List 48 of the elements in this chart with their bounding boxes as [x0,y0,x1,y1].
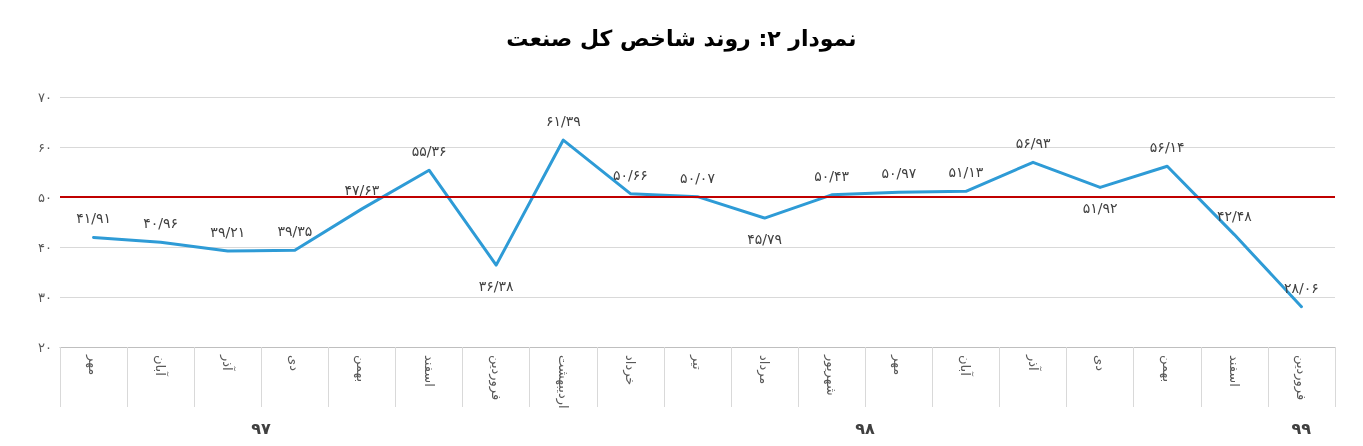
data-label: ۵۵/۳۶ [411,143,447,160]
y-tick-label: ۳۰ [38,289,52,305]
x-tick-label: دی [1092,355,1108,372]
x-tick-label: اسفند [421,355,437,387]
y-tick-label: ۷۰ [38,89,52,105]
x-tick-label: فروردین [487,355,504,401]
x-tick-label: آذر [219,354,237,373]
x-tick-label: مهر [85,354,102,376]
x-tick-label: آبان [958,355,975,378]
x-tick-label: تیر [689,354,705,371]
data-label: ۲۸/۰۶ [1284,279,1319,296]
x-tick-label: مهر [890,354,907,376]
x-tick-label: فروردین [1292,355,1309,401]
y-tick-label: ۶۰ [38,139,52,155]
data-label: ۵۰/۴۳ [814,167,850,184]
data-label: ۴۷/۶۳ [344,181,380,198]
x-tick-label: اردیبهشت [554,355,571,409]
data-label: ۴۲/۴۸ [1216,207,1253,224]
x-tick-label: خرداد [621,355,638,386]
chart-title: نمودار ۲: روند شاخص کل صنعت [506,25,857,52]
x-tick-label: شهریور [823,354,840,396]
data-label: ۵۰/۶۶ [613,166,648,183]
text: ۹۹ [1291,418,1312,438]
data-label: ۵۶/۱۴ [1149,139,1185,156]
data-label: ۵۱/۹۲ [1082,200,1118,217]
data-label: ۴۰/۹۶ [143,215,179,232]
y-tick-label: ۴۰ [38,239,52,255]
data-label: ۳۹/۳۵ [277,223,313,240]
x-tick-label: آبان [153,355,170,378]
data-label: ۴۱/۹۱ [76,210,111,227]
data-label: ۵۶/۹۳ [1015,135,1051,152]
x-tick-label: مرداد [756,355,773,385]
data-label: ۵۰/۹۷ [881,165,917,182]
data-label: ۶۱/۳۹ [545,113,581,130]
data-label: ۴۵/۷۹ [747,231,782,248]
y-tick-label: ۲۰ [38,339,52,355]
data-label: ۵۰/۰۷ [680,169,716,186]
x-tick-label: بهمن [353,355,370,383]
x-tick-label: دی [287,355,303,372]
text: ۹۸ [855,418,876,438]
x-tick-label: بهمن [1158,355,1175,383]
data-label: ۵۱/۱۳ [948,164,984,181]
x-tick-label: اسفند [1226,355,1242,387]
data-label: ۳۶/۳۸ [478,278,515,295]
data-label: ۳۹/۲۱ [210,223,246,240]
y-tick-label: ۵۰ [38,189,52,205]
x-tick-label: آذر [1024,354,1042,373]
text: ۹۷ [251,418,272,438]
